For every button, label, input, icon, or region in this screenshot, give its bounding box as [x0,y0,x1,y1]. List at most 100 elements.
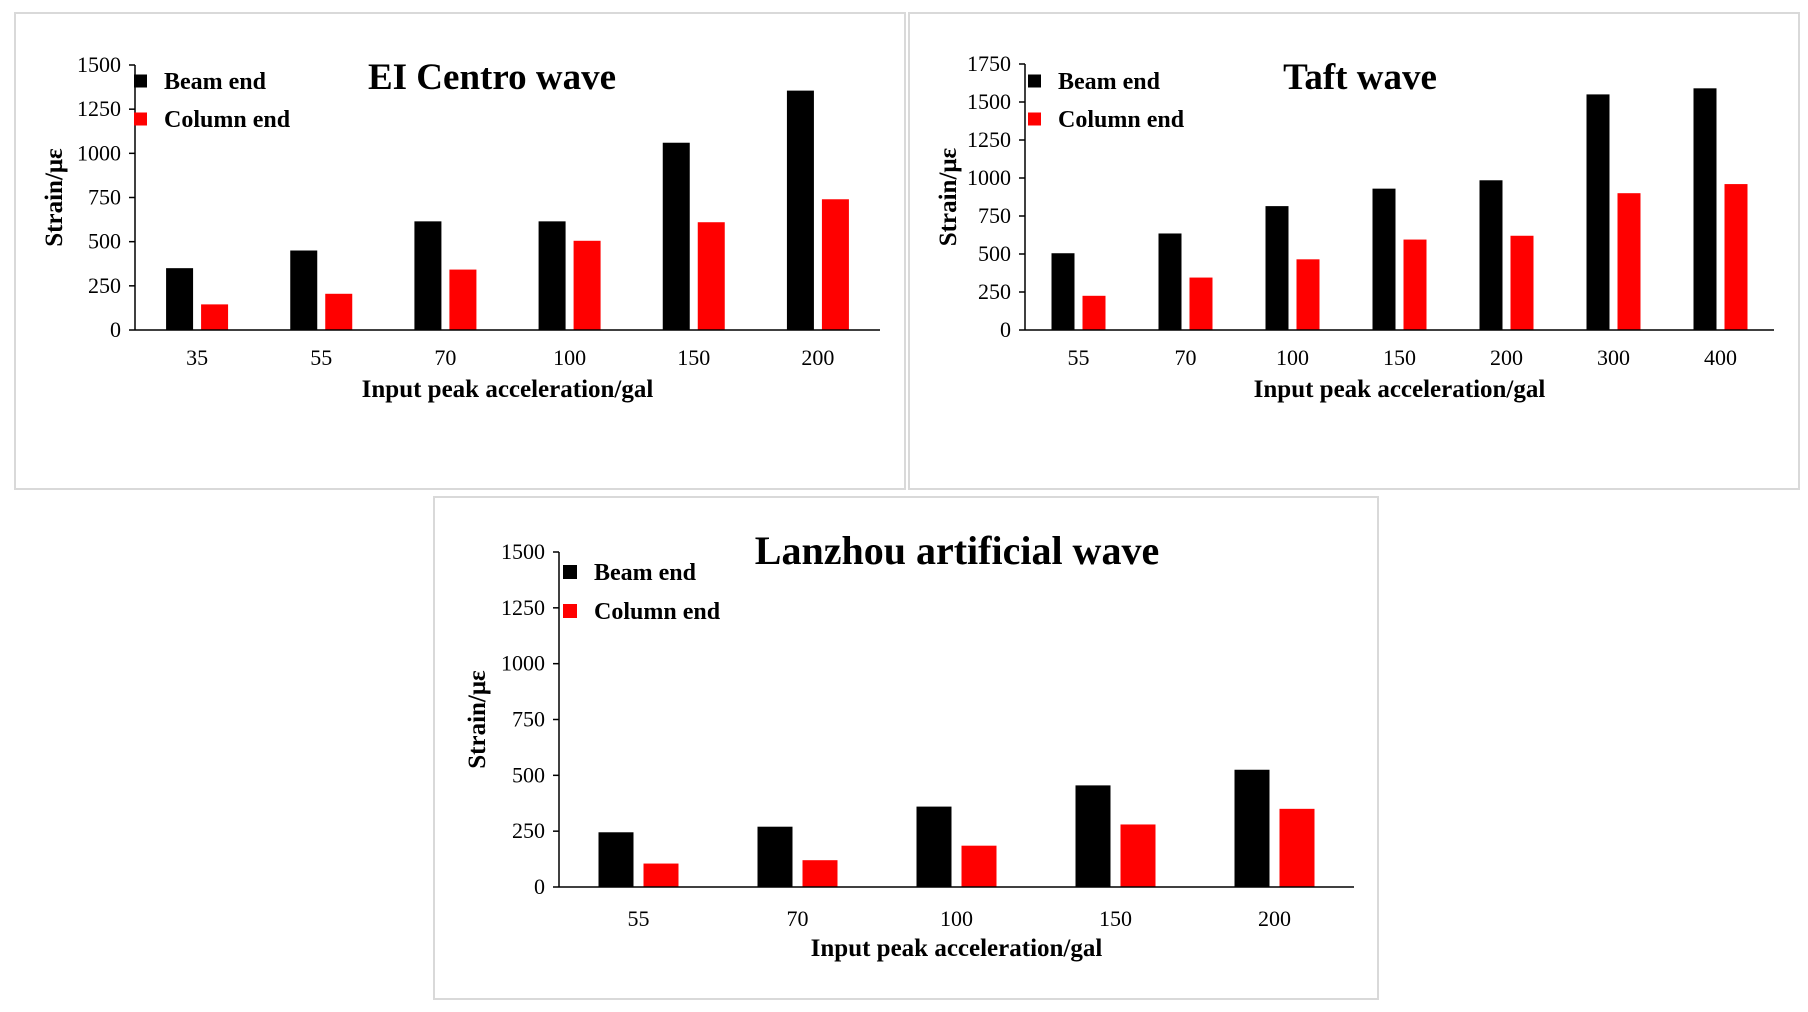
y-tick-label: 750 [978,203,1011,228]
x-tick-label: 150 [1383,345,1416,370]
chart-panel-taft: 55 70 100 150 200 300 400 0 250 500 750 1000 1250 150… [908,12,1800,490]
y-tick-label: 1500 [501,539,545,564]
x-tick-label: 55 [628,906,650,931]
chart-title: Taft wave [1283,57,1437,98]
beam-end-bar-150 [1372,188,1396,330]
legend-label-column-end: Column end [1058,107,1185,133]
column-end-bar-55 [1082,295,1106,330]
beam-end-bar-100 [1265,206,1289,330]
x-tick-label: 55 [310,345,332,370]
legend-swatch-column-end [1028,112,1041,126]
x-tick-label: 400 [1704,345,1737,370]
column-end-bar-200 [1510,235,1534,330]
chart-title: Lanzhou artificial wave [755,528,1159,573]
column-end-bar-150 [1403,239,1427,330]
chart-panel-el-centro: 35 55 70 100 150 200 0 250 500 750 1000 1250 1500 Str… [14,12,906,490]
x-tick-label: 300 [1597,345,1630,370]
y-tick-label: 1250 [77,96,121,121]
y-tick-label: 500 [512,762,545,787]
column-end-bar-100 [573,240,601,330]
legend-label-column-end: Column end [164,107,291,133]
y-tick-label: 1500 [967,89,1011,114]
column-end-bar-150 [1120,824,1156,887]
y-tick-label: 750 [88,185,121,210]
x-tick-label: 55 [1068,345,1090,370]
beam-end-bar-200 [1479,180,1503,330]
x-tick-label: 100 [1276,345,1309,370]
beam-end-bar-70 [414,221,442,330]
beam-end-bar-100 [916,806,952,887]
beam-end-bar-70 [757,826,793,887]
beam-end-bar-300 [1586,94,1610,331]
beam-end-bar-35 [166,268,194,330]
y-axis-title: Strain/με [464,670,491,769]
x-axis-title: Input peak acceleration/gal [362,376,654,403]
y-tick-label: 1250 [967,127,1011,152]
legend-label-beam-end: Beam end [1058,69,1161,95]
y-tick-label: 0 [534,874,545,899]
column-end-bar-400 [1724,184,1748,330]
beam-end-bar-55 [290,250,318,330]
x-tick-label: 200 [1258,906,1291,931]
y-axis-title: Strain/με [41,148,68,247]
x-tick-label: 150 [677,345,710,370]
y-tick-label: 500 [88,229,121,254]
y-tick-label: 1250 [501,595,545,620]
x-axis-title: Input peak acceleration/gal [811,935,1103,962]
x-tick-label: 100 [940,906,973,931]
beam-end-bar-55 [1051,253,1075,330]
column-end-bar-55 [325,293,353,330]
beam-end-bar-400 [1693,88,1717,330]
column-end-bar-150 [697,222,725,330]
y-tick-label: 1500 [77,52,121,77]
y-tick-label: 750 [512,707,545,732]
legend-label-beam-end: Beam end [164,69,267,95]
y-axis-title: Strain/με [935,147,962,246]
chart-panel-lanzhou: 55 70 100 150 200 0 250 500 750 1000 1250 1500 Strai… [433,496,1379,1000]
x-tick-label: 70 [787,906,809,931]
column-end-bar-200 [821,199,849,330]
chart-title: EI Centro wave [368,57,616,98]
x-tick-label: 70 [434,345,456,370]
legend-swatch-column-end [134,112,147,126]
column-end-bar-70 [449,269,477,330]
beam-end-bar-200 [1234,769,1270,887]
x-tick-label: 200 [801,345,834,370]
chart-taft: 55 70 100 150 200 300 400 0 250 500 750 1000 1250 150… [935,51,1774,403]
y-tick-label: 500 [978,241,1011,266]
chart-el-centro: 35 55 70 100 150 200 0 250 500 750 1000 1250 1500 Str… [41,52,880,403]
beam-end-bar-70 [1158,233,1182,330]
column-end-bar-100 [1296,259,1320,330]
column-end-bar-70 [1189,277,1213,330]
legend-swatch-column-end [563,604,577,618]
y-tick-label: 250 [978,279,1011,304]
beam-end-bar-200 [786,90,814,330]
legend-swatch-beam-end [563,565,577,579]
column-end-bar-200 [1279,808,1315,887]
legend-swatch-beam-end [1028,74,1041,88]
legend-label-beam-end: Beam end [594,560,697,586]
y-tick-label: 250 [512,818,545,843]
x-tick-label: 70 [1175,345,1197,370]
column-end-bar-70 [802,860,838,887]
beam-end-bar-100 [538,221,566,330]
beam-end-bar-150 [662,142,690,330]
y-tick-label: 1750 [967,51,1011,76]
beam-end-bar-150 [1075,785,1111,887]
y-tick-label: 250 [88,273,121,298]
y-tick-label: 0 [1000,317,1011,342]
legend-label-column-end: Column end [594,599,721,625]
x-axis-title: Input peak acceleration/gal [1254,376,1546,403]
y-tick-label: 1000 [501,651,545,676]
x-tick-label: 35 [186,345,208,370]
x-tick-label: 150 [1099,906,1132,931]
legend-swatch-beam-end [134,74,147,88]
x-tick-label: 100 [553,345,586,370]
y-tick-label: 1000 [967,165,1011,190]
column-end-bar-35 [201,304,229,330]
y-tick-label: 1000 [77,140,121,165]
column-end-bar-55 [643,863,679,887]
beam-end-bar-55 [598,832,634,887]
y-tick-label: 0 [110,317,121,342]
chart-lanzhou: 55 70 100 150 200 0 250 500 750 1000 1250 1500 Strai… [464,528,1354,962]
